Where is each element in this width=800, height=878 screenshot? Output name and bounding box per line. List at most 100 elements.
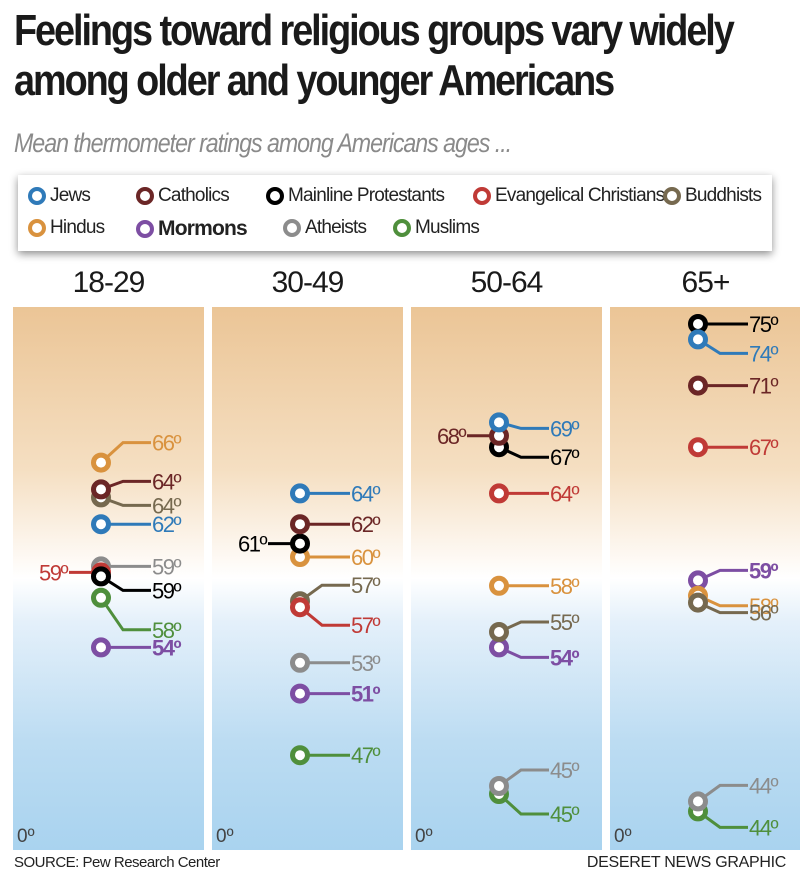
legend-marker-icon	[136, 187, 154, 205]
value-label: 54º	[152, 635, 181, 660]
value-label: 54º	[550, 645, 579, 670]
legend-label: Mainline Protestants	[288, 185, 445, 206]
value-label: 56º	[749, 601, 778, 626]
zero-axis-label: 0º	[216, 826, 234, 847]
point-mainline-protestants: 59º	[91, 566, 183, 603]
data-marker	[290, 533, 310, 554]
legend-label: Hindus	[50, 217, 105, 238]
value-label: 44º	[749, 773, 778, 798]
value-label: 58º	[550, 574, 579, 599]
legend-marker-icon	[28, 187, 46, 205]
point-jews: 74º	[688, 329, 780, 366]
data-marker	[290, 745, 310, 766]
legend-label: Buddhists	[685, 185, 762, 206]
value-label: 59º	[152, 554, 181, 579]
zero-axis-label: 0º	[17, 826, 35, 847]
value-label: 45º	[550, 802, 579, 827]
value-label: 55º	[550, 610, 579, 635]
point-hindus: 60º	[290, 545, 382, 570]
value-label: 64º	[550, 481, 579, 506]
data-marker	[91, 514, 111, 535]
value-label: 44º	[749, 815, 778, 840]
value-label: 45º	[550, 758, 579, 783]
legend-item-jews: Jews	[28, 185, 91, 207]
legend-item-evangelical-christians: Evangelical Christians	[473, 185, 665, 207]
value-label: 64º	[152, 493, 181, 518]
legend-marker-icon	[283, 219, 301, 237]
data-marker	[290, 652, 310, 673]
legend-item-mormons: Mormons	[136, 217, 248, 241]
value-label: 47º	[351, 743, 380, 768]
chart-title: Feelings toward religious groups vary wi…	[14, 6, 735, 106]
point-catholics: 62º	[290, 512, 382, 537]
value-label: 59º	[39, 560, 68, 585]
legend-label: Evangelical Christians	[495, 185, 665, 206]
chart-subtitle: Mean thermometer ratings among Americans…	[14, 128, 512, 158]
data-marker	[688, 570, 708, 591]
data-marker	[91, 637, 111, 658]
point-mainline-protestants: 61º	[238, 532, 310, 557]
data-marker	[489, 412, 509, 433]
value-label: 58º	[749, 594, 778, 619]
data-marker	[290, 514, 310, 535]
data-marker	[91, 479, 111, 500]
point-jews: 64º	[290, 481, 382, 506]
value-label: 64º	[152, 469, 181, 494]
point-evangelical-christians: 57º	[290, 597, 382, 638]
point-atheists: 45º	[489, 758, 581, 796]
data-marker	[489, 776, 509, 796]
legend-marker-icon	[393, 219, 411, 237]
value-label: 74º	[749, 341, 778, 366]
legend-item-mainline-protestants: Mainline Protestants	[266, 185, 445, 207]
title-line-2: among older and younger Americans	[14, 56, 615, 105]
point-catholics: 64º	[91, 469, 183, 500]
age-label-50-64: 50-64	[470, 266, 544, 299]
value-label: 62º	[152, 512, 181, 537]
graphic-credit: DESERET NEWS GRAPHIC	[586, 854, 786, 871]
point-evangelical-christians: 64º	[489, 481, 581, 506]
point-mormons: 51º	[290, 682, 382, 707]
value-label: 71º	[749, 374, 778, 399]
value-label: 69º	[550, 416, 579, 441]
point-atheists: 53º	[290, 651, 382, 676]
legend-item-hindus: Hindus	[28, 217, 105, 239]
age-label-65-: 65+	[681, 266, 731, 299]
value-label: 59º	[749, 558, 778, 583]
title-line-1: Feelings toward religious groups vary wi…	[14, 6, 735, 55]
point-jews: 62º	[91, 512, 183, 537]
data-marker	[688, 375, 708, 396]
leader-line	[99, 596, 151, 632]
legend-item-catholics: Catholics	[136, 185, 230, 207]
value-label: 53º	[351, 651, 380, 676]
data-marker	[489, 622, 509, 642]
point-mormons: 54º	[91, 635, 183, 660]
point-buddhists: 56º	[688, 592, 780, 626]
legend-label: Atheists	[305, 217, 367, 238]
point-mormons: 59º	[688, 558, 780, 591]
data-marker	[91, 587, 111, 608]
value-label: 67º	[550, 445, 579, 470]
point-buddhists: 55º	[489, 610, 581, 642]
source-note: SOURCE: Pew Research Center	[14, 854, 220, 871]
data-marker	[688, 329, 708, 350]
value-label: 66º	[152, 431, 181, 456]
legend-item-muslims: Muslims	[393, 217, 480, 239]
point-hindus: 58º	[489, 574, 581, 599]
legend-label: Jews	[50, 185, 91, 206]
legend-label: Muslims	[415, 217, 480, 238]
panel-50-64: 0º	[411, 307, 602, 850]
data-marker	[489, 483, 509, 504]
data-marker	[290, 483, 310, 504]
data-marker	[91, 566, 111, 587]
data-marker	[688, 791, 708, 812]
data-marker	[489, 575, 509, 596]
value-label: 61º	[238, 532, 267, 557]
legend-item-buddhists: Buddhists	[663, 185, 762, 207]
data-marker	[290, 683, 310, 704]
point-muslims: 47º	[290, 743, 382, 768]
legend: Jews Catholics Mainline Protestants Evangel…	[18, 175, 772, 251]
value-label: 75º	[749, 312, 778, 337]
point-jews: 69º	[489, 412, 581, 441]
